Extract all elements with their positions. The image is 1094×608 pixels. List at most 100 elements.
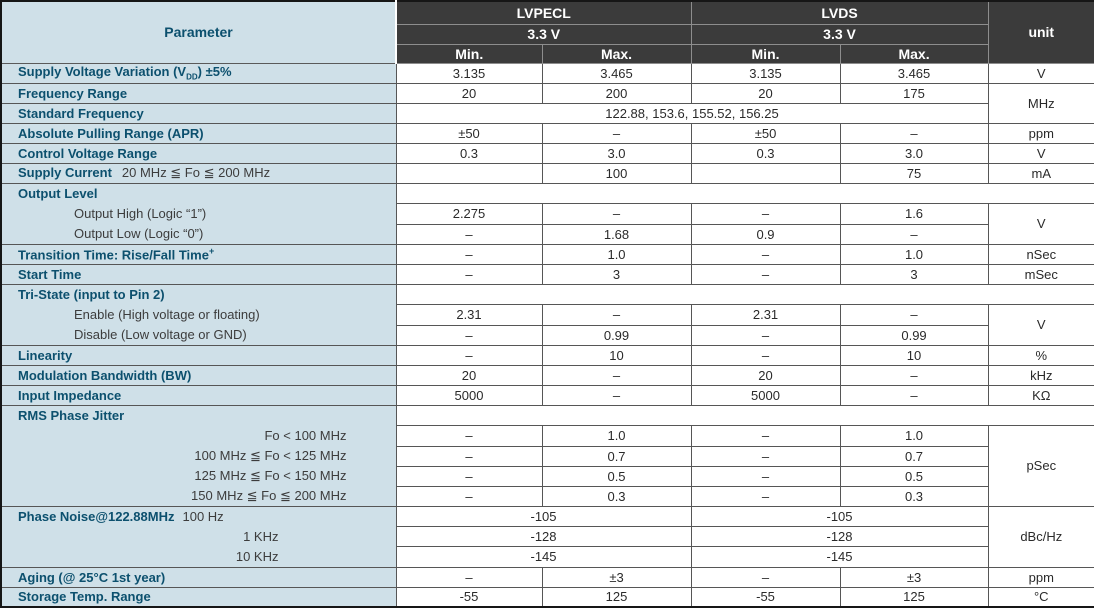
cell-lvpecl-min <box>395 162 543 184</box>
cell-lvds-min: 5000 <box>690 384 841 406</box>
param-label-end: ) ±5% <box>197 64 232 80</box>
header-lvpecl-voltage: 3.3 V <box>395 23 692 45</box>
param-tri-state-group: Tri-State (input to Pin 2) Enable (High … <box>0 283 397 346</box>
header-unit: unit <box>987 0 1094 64</box>
cell-lvds-max: 10 <box>839 344 989 366</box>
cell-lvds-max: 175 <box>839 82 989 104</box>
sub-param-offset3: 10 KHz <box>235 548 279 564</box>
param-input-impedance: Input Impedance <box>0 384 397 406</box>
row-storage-temp: Storage Temp. Range -55 125 -55 125 °C <box>0 586 1094 608</box>
cell-lvpecl-value: -105 <box>395 505 692 527</box>
sub-param-band3: 125 MHz ≦ Fo < 150 MHz <box>194 467 347 483</box>
cell-lvpecl-min: – <box>395 424 543 447</box>
cell-lvds-min: 2.31 <box>690 303 841 326</box>
cell-lvds-max: – <box>839 303 989 326</box>
sub-param-band4: 150 MHz ≦ Fo ≦ 200 MHz <box>191 487 347 503</box>
cell-lvpecl-max: – <box>541 384 692 406</box>
row-tri-state-enable: 2.31 – 2.31 – V <box>1 303 1094 346</box>
sub-param-output-high: Output High (Logic “1”) <box>74 205 207 221</box>
sub-param-band1: Fo < 100 MHz <box>264 427 347 443</box>
group-title: Phase Noise@122.88MHz 100 Hz <box>2 507 395 527</box>
row-output-level-header: Output Level Output High (Logic “1”) Out… <box>0 182 1094 245</box>
cell-lvds-value: -128 <box>690 525 989 548</box>
cell-lvpecl-min: – <box>395 485 543 507</box>
cell-lvpecl-max: – <box>541 364 692 386</box>
cell-lvds-max: 1.0 <box>839 424 989 447</box>
sub-param-offset1: 100 Hz <box>182 508 224 524</box>
cell-lvpecl-max: 1.0 <box>541 243 692 265</box>
cell-lvpecl-min: – <box>395 263 543 285</box>
cell-section-spacer <box>395 182 1094 204</box>
cell-lvds-max: – <box>839 122 989 144</box>
param-linearity: Linearity <box>0 344 397 366</box>
cell-lvds-max: 0.99 <box>839 324 989 346</box>
cell-unit: nSec <box>987 243 1094 265</box>
cell-standard-frequencies: 122.88, 153.6, 155.52, 156.25 <box>395 102 989 124</box>
cell-lvds-min: – <box>690 566 841 588</box>
cell-lvds-max: – <box>839 223 989 245</box>
param-label: Transition Time: Rise/Fall Time <box>18 247 209 263</box>
row-tri-state-header: Tri-State (input to Pin 2) Enable (High … <box>0 283 1094 346</box>
cell-lvpecl-min: -55 <box>395 586 543 608</box>
cell-lvds-min: – <box>690 465 841 487</box>
cell-lvds-max: 1.0 <box>839 243 989 265</box>
cell-lvds-min: ±50 <box>690 122 841 144</box>
cell-section-spacer <box>395 404 1094 426</box>
header-lvds: LVDS <box>690 0 989 25</box>
cell-unit: mA <box>987 162 1094 184</box>
cell-lvds-min: – <box>690 485 841 507</box>
cell-unit: % <box>987 344 1094 366</box>
row-phase-noise-100hz: Phase Noise@122.88MHz 100 Hz 1 KHz 10 KHz… <box>0 505 1094 568</box>
param-aging: Aging (@ 25°C 1st year) <box>0 566 397 588</box>
cell-lvpecl-min: 3.135 <box>395 62 543 84</box>
cell-lvpecl-max: 1.68 <box>541 223 692 245</box>
cell-unit: pSec <box>987 424 1094 507</box>
header-lvds-max: Max. <box>839 43 989 64</box>
sub-param-enable: Enable (High voltage or floating) <box>74 306 260 322</box>
cell-lvpecl-min: – <box>395 324 543 346</box>
param-phase-noise-group: Phase Noise@122.88MHz 100 Hz 1 KHz 10 KHz <box>0 505 397 568</box>
cell-lvpecl-min: – <box>395 243 543 265</box>
header-parameter: Parameter <box>0 0 397 64</box>
cell-lvds-min <box>690 162 841 184</box>
cell-lvds-max: 0.5 <box>839 465 989 487</box>
cell-unit: V <box>987 62 1094 84</box>
cell-lvpecl-min: 2.275 <box>395 202 543 225</box>
row-modulation-bandwidth: Modulation Bandwidth (BW) 20 – 20 – kHz <box>0 364 1094 386</box>
cell-lvpecl-max: 3 <box>541 263 692 285</box>
row-start-time: Start Time – 3 – 3 mSec <box>0 263 1094 285</box>
cell-lvpecl-min: 0.3 <box>395 142 543 164</box>
cell-lvpecl-min: – <box>395 223 543 245</box>
group-title: Output Level <box>18 185 98 201</box>
row-supply-voltage-variation: Supply Voltage Variation (VDD) ±5% 3.135… <box>0 62 1094 84</box>
cell-lvpecl-min: – <box>395 445 543 467</box>
header-row-voltage: 3.3 V 3.3 V <box>1 23 1094 45</box>
cell-lvds-min: 20 <box>690 82 841 104</box>
cell-lvds-min: – <box>690 202 841 225</box>
cell-unit: V <box>987 142 1094 164</box>
cell-lvds-min: – <box>690 324 841 346</box>
param-rms-phase-jitter-group: RMS Phase Jitter Fo < 100 MHz 100 MHz ≦ … <box>0 404 397 507</box>
param-start-time: Start Time <box>0 263 397 285</box>
cell-section-spacer <box>395 283 1094 305</box>
param-supply-voltage-variation: Supply Voltage Variation (VDD) ±5% <box>0 62 397 84</box>
param-supply-current: Supply Current 20 MHz ≦ Fo ≦ 200 MHz <box>0 162 397 184</box>
cell-lvds-min: -55 <box>690 586 841 608</box>
param-subscript: DD <box>186 72 198 82</box>
cell-unit: ppm <box>987 122 1094 144</box>
cell-unit: kHz <box>987 364 1094 386</box>
cell-lvpecl-max: 200 <box>541 82 692 104</box>
cell-lvpecl-max: 0.99 <box>541 324 692 346</box>
row-control-voltage-range: Control Voltage Range 0.3 3.0 0.3 3.0 V <box>0 142 1094 164</box>
sub-param-offset2: 1 KHz <box>243 528 279 544</box>
header-lvpecl-min: Min. <box>395 43 543 64</box>
sub-param-band2: 100 MHz ≦ Fo < 125 MHz <box>194 447 347 463</box>
cell-unit: V <box>987 202 1094 245</box>
cell-lvds-min: 20 <box>690 364 841 386</box>
cell-lvpecl-min: 20 <box>395 364 543 386</box>
row-jitter-band2: – 0.7 – 0.7 <box>1 445 1094 467</box>
cell-lvpecl-max: 0.3 <box>541 485 692 507</box>
header-lvds-voltage: 3.3 V <box>690 23 989 45</box>
cell-lvds-max: – <box>839 384 989 406</box>
